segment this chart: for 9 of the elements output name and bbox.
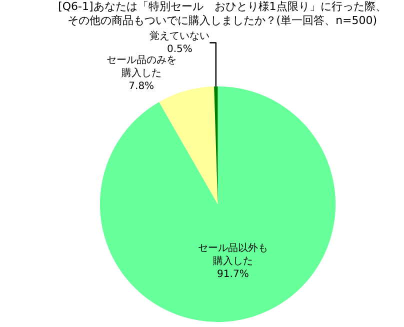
- data-label: 0.5%: [166, 44, 192, 56]
- slice-label: セール品のみを購入した: [106, 55, 176, 80]
- data-label: 7.8%: [128, 81, 154, 92]
- pie-slice: [159, 86, 218, 204]
- chart-title: [Q6-1]あなたは「特別セール おひとり様1点限り」に行った際、その他の商品もついでに購入しましたか？(単一回答、n=500): [58, 0, 386, 28]
- data-label: 91.7%: [217, 269, 249, 280]
- slice-label: セール品以外も購入した: [198, 242, 268, 268]
- slice-label: 覚えていない: [150, 30, 210, 42]
- pie-slice: [214, 86, 218, 204]
